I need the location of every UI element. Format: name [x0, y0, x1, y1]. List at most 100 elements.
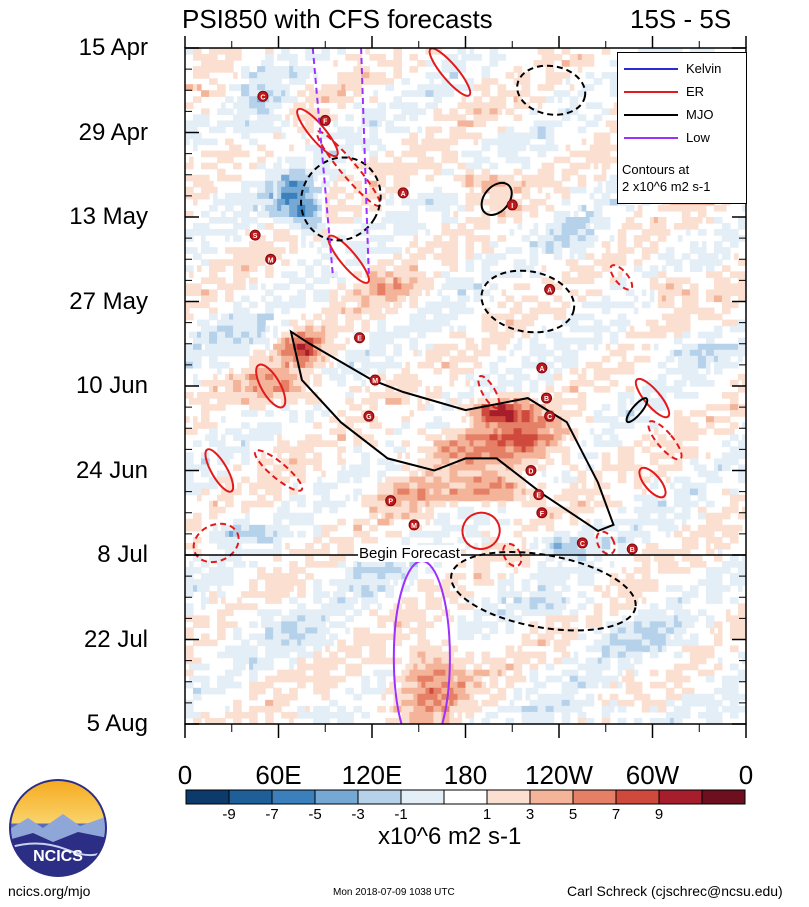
field-cell	[229, 66, 234, 73]
field-cell	[621, 229, 627, 236]
field-cell	[641, 392, 647, 399]
field-cell	[501, 132, 507, 140]
field-cell	[541, 247, 547, 254]
field-cell	[361, 259, 366, 266]
field-cell	[201, 138, 206, 146]
field-cell	[605, 295, 611, 303]
field-cell	[265, 96, 270, 103]
field-cell	[609, 283, 615, 291]
field-cell	[613, 422, 619, 429]
field-cell	[465, 367, 471, 375]
field-cell	[701, 241, 707, 248]
field-cell	[573, 186, 579, 194]
field-cell	[445, 192, 451, 200]
field-cell	[665, 325, 671, 333]
field-cell	[441, 217, 447, 224]
field-cell	[733, 392, 739, 399]
field-cell	[577, 398, 583, 405]
field-cell	[377, 54, 382, 61]
field-cell	[397, 386, 402, 393]
field-cell	[473, 174, 479, 182]
field-cell	[561, 422, 567, 429]
field-cell	[193, 373, 198, 381]
field-cell	[193, 361, 198, 369]
field-cell	[589, 229, 595, 236]
field-cell	[717, 331, 723, 339]
field-cell	[209, 90, 214, 97]
field-cell	[281, 229, 286, 236]
field-cell	[257, 331, 262, 339]
field-cell	[489, 48, 495, 55]
field-cell	[329, 313, 334, 321]
field-cell	[541, 162, 547, 170]
field-cell	[521, 84, 527, 91]
field-cell	[249, 319, 254, 327]
field-cell	[577, 343, 583, 351]
field-cell	[317, 349, 322, 357]
field-cell	[545, 54, 551, 61]
field-cell	[713, 277, 719, 284]
field-cell	[701, 410, 707, 417]
field-cell	[493, 259, 499, 266]
field-cell	[429, 204, 435, 212]
field-cell	[489, 325, 495, 333]
field-cell	[729, 379, 735, 387]
field-cell	[561, 313, 567, 321]
field-cell	[493, 48, 499, 55]
field-cell	[557, 422, 563, 429]
field-cell	[453, 174, 459, 182]
field-cell	[269, 198, 274, 206]
field-cell	[357, 60, 362, 67]
field-cell	[285, 392, 290, 399]
field-cell	[453, 361, 459, 369]
field-cell	[229, 48, 234, 55]
field-cell	[733, 422, 739, 429]
field-cell	[201, 186, 206, 194]
field-cell	[349, 114, 354, 122]
field-cell	[445, 247, 451, 254]
field-cell	[537, 174, 543, 182]
field-cell	[569, 223, 575, 230]
field-cell	[373, 361, 378, 369]
field-cell	[373, 90, 378, 97]
field-cell	[545, 379, 551, 387]
field-cell	[433, 114, 439, 122]
field-cell	[705, 289, 711, 297]
field-cell	[485, 102, 491, 109]
field-cell	[329, 90, 334, 97]
field-cell	[265, 78, 270, 85]
field-cell	[437, 138, 443, 146]
field-cell	[573, 108, 579, 115]
field-cell	[477, 180, 483, 188]
field-cell	[305, 343, 310, 351]
field-cell	[341, 217, 346, 224]
field-cell	[341, 96, 346, 103]
field-cell	[257, 253, 262, 260]
field-cell	[353, 229, 358, 236]
field-cell	[481, 198, 487, 206]
field-cell	[197, 72, 202, 79]
field-cell	[397, 168, 402, 176]
field-cell	[389, 162, 394, 170]
field-cell	[409, 90, 415, 97]
field-cell	[489, 192, 495, 200]
field-cell	[185, 84, 190, 91]
field-cell	[437, 168, 443, 176]
field-cell	[277, 386, 282, 393]
field-cell	[529, 174, 535, 182]
field-cell	[613, 108, 619, 115]
field-cell	[405, 373, 410, 381]
field-cell	[293, 398, 298, 405]
field-cell	[285, 66, 290, 73]
field-cell	[409, 337, 415, 345]
field-cell	[545, 138, 551, 146]
field-cell	[189, 265, 194, 272]
field-cell	[573, 349, 579, 357]
field-cell	[269, 186, 274, 194]
field-cell	[453, 150, 459, 158]
field-cell	[245, 398, 250, 405]
field-cell	[189, 48, 194, 55]
field-cell	[657, 253, 663, 260]
field-cell	[401, 102, 406, 109]
field-cell	[189, 120, 194, 128]
